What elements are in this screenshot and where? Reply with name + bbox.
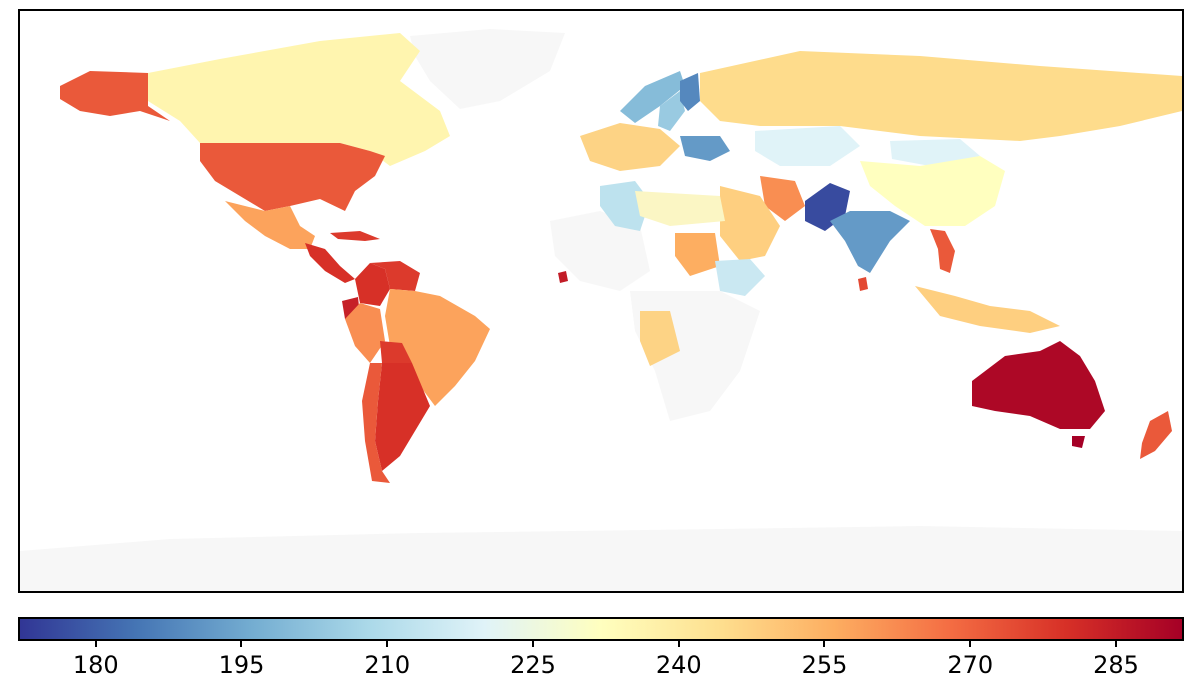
colorbar-tick-label: 255 [801, 651, 848, 679]
colorbar-tick [94, 641, 97, 647]
region-peru [345, 303, 385, 363]
map-canvas [20, 29, 1182, 591]
colorbar-tick-label: 240 [655, 651, 702, 679]
region-alaska [60, 71, 170, 121]
region-ukraine [680, 136, 730, 161]
colorbar-tick [1114, 641, 1117, 647]
colorbar [18, 617, 1184, 641]
region-kazakhstan [755, 126, 860, 166]
colorbar-tick [677, 641, 680, 647]
region-mexico [225, 201, 315, 249]
region-sri-lanka [858, 277, 868, 291]
colorbar-tick-label: 180 [72, 651, 119, 679]
region-libya-egypt [635, 191, 725, 226]
region-vietnam [930, 229, 955, 273]
colorbar-gradient [20, 619, 1182, 639]
region-sudan [675, 233, 720, 276]
region-sierra-leone [558, 271, 568, 283]
colorbar-tick [240, 641, 243, 647]
region-central-america [305, 243, 355, 283]
colorbar-axis: 180 195 210 225 240 255 270 285 [18, 641, 1184, 685]
region-west-africa [550, 211, 650, 291]
colorbar-tick-label: 195 [218, 651, 265, 679]
region-angola [640, 311, 680, 366]
region-sweden [658, 91, 685, 131]
region-colombia [355, 263, 390, 306]
region-southeast-asia [915, 286, 1060, 333]
region-mongolia [890, 139, 980, 166]
region-chile [362, 363, 390, 483]
region-brazil [385, 289, 490, 406]
colorbar-tick-label: 225 [510, 651, 556, 679]
region-new-zealand [1140, 411, 1172, 459]
region-iran [760, 176, 805, 221]
region-india [830, 211, 910, 273]
region-norway [620, 71, 685, 123]
region-venezuela [370, 261, 420, 291]
region-saudi-arabia [720, 186, 780, 261]
region-russia [700, 51, 1182, 141]
region-finland [680, 73, 700, 111]
region-tasmania [1072, 436, 1085, 448]
colorbar-tick-label: 210 [364, 651, 411, 679]
region-antarctica [20, 526, 1182, 591]
colorbar-tick-label: 270 [947, 651, 994, 679]
region-australia [972, 341, 1105, 429]
world-map [18, 9, 1184, 593]
region-europe [580, 123, 680, 171]
region-greenland [410, 29, 565, 109]
colorbar-tick [386, 641, 389, 647]
region-canada [148, 33, 450, 166]
region-caribbean [330, 231, 380, 241]
region-usa [200, 143, 385, 211]
colorbar-tick [531, 641, 534, 647]
region-china [860, 156, 1005, 226]
colorbar-tick [823, 641, 826, 647]
region-ethiopia [715, 259, 765, 296]
colorbar-tick-label: 285 [1093, 651, 1139, 679]
colorbar-tick [969, 641, 972, 647]
region-argentina [375, 363, 430, 471]
